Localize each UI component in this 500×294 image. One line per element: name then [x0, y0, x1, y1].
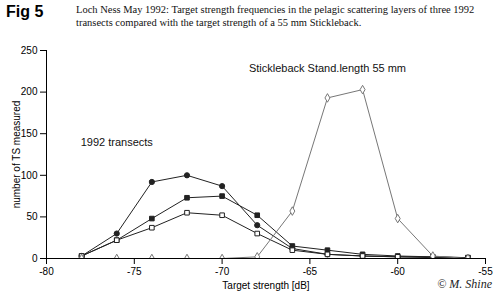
svg-text:Target strength [dB]: Target strength [dB] — [222, 280, 309, 291]
svg-text:50: 50 — [26, 211, 38, 222]
html-text:Loch Ness May 1992: Target str: Loch Ness May 1992: Target strength freq… — [76, 4, 475, 28]
svg-text:-80: -80 — [39, 266, 54, 277]
svg-text:-70: -70 — [215, 266, 230, 277]
svg-text:Stickleback Stand.length 55 mm: Stickleback Stand.length 55 mm — [249, 62, 406, 74]
svg-text:number of TS measured: number of TS measured — [11, 101, 22, 209]
svg-text:-60: -60 — [390, 266, 405, 277]
html-text:© M. Shine: © M. Shine — [437, 277, 492, 291]
svg-text:250: 250 — [21, 45, 38, 56]
html-text:Fig 5: Fig 5 — [6, 3, 44, 20]
svg-text:150: 150 — [21, 128, 38, 139]
svg-text:1992 transects: 1992 transects — [81, 136, 154, 148]
svg-text:-75: -75 — [127, 266, 142, 277]
svg-text:100: 100 — [21, 170, 38, 181]
svg-text:-65: -65 — [303, 266, 318, 277]
svg-text:0: 0 — [32, 253, 38, 264]
svg-text:-55: -55 — [478, 266, 493, 277]
svg-text:200: 200 — [21, 86, 38, 97]
